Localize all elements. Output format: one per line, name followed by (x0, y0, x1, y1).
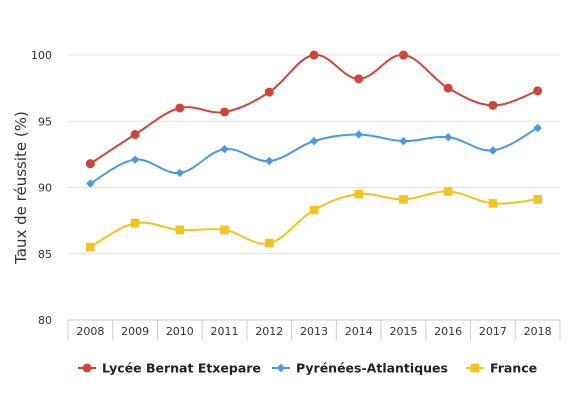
x-tick-label: 2016 (434, 325, 462, 338)
x-tick-label: 2012 (255, 325, 283, 338)
x-tick-label: 2013 (300, 325, 328, 338)
data-point (399, 195, 408, 204)
data-point (264, 87, 274, 97)
data-point (175, 168, 185, 178)
data-point (443, 83, 453, 93)
data-point (533, 195, 542, 204)
legend-item: France (466, 361, 537, 376)
x-tick-label: 2017 (479, 325, 507, 338)
legend-item: Lycée Bernat Etxepare (78, 361, 261, 376)
data-point (175, 225, 185, 235)
data-point (398, 50, 408, 60)
data-point (354, 189, 364, 199)
gridlines (68, 54, 560, 255)
data-point (533, 86, 543, 96)
x-tick-label: 2009 (121, 325, 149, 338)
data-point (488, 199, 498, 208)
y-tick-label: 95 (38, 115, 52, 128)
data-point (85, 159, 95, 169)
data-point (309, 136, 319, 146)
data-point (220, 107, 230, 117)
data-point (220, 144, 229, 154)
series-1 (86, 123, 542, 188)
legend-swatch-marker (470, 363, 480, 373)
data-point (443, 187, 453, 196)
data-point (488, 146, 498, 155)
x-tick-label: 2014 (345, 325, 373, 338)
data-point (264, 238, 274, 248)
x-tick-label: 2011 (211, 325, 239, 338)
series-line (89, 53, 538, 165)
data-point (220, 225, 229, 235)
series-0 (85, 50, 543, 169)
data-point (265, 156, 274, 166)
data-point (130, 218, 140, 228)
x-tick-label: 2010 (166, 325, 194, 338)
legend-label: France (490, 361, 537, 376)
data-point (533, 123, 542, 133)
data-point (399, 136, 408, 146)
data-point (354, 74, 364, 84)
data-point (86, 242, 95, 252)
y-tick-label: 80 (38, 314, 52, 327)
legend-item: Pyrénées-Atlantiques (272, 361, 448, 376)
series-line (89, 126, 539, 185)
data-point (309, 205, 319, 215)
legend-label: Pyrénées-Atlantiques (296, 361, 448, 376)
y-axis-title: Taux de réussite (%) (12, 111, 30, 265)
data-point (130, 155, 140, 164)
y-tick-label: 100 (31, 49, 52, 62)
data-point (130, 130, 140, 139)
legend: Lycée Bernat Etxepare Pyrénées-Atlantique… (78, 361, 537, 376)
legend-swatch-marker (82, 363, 92, 373)
series-group (85, 50, 543, 252)
x-tick-label: 2015 (389, 325, 417, 338)
y-tick-label: 85 (38, 248, 52, 261)
data-point (175, 103, 185, 113)
data-point (443, 132, 453, 142)
x-tick-label: 2008 (76, 325, 104, 338)
y-tick-label: 90 (38, 182, 52, 195)
x-tick-label: 2018 (524, 325, 552, 338)
axes: 80 85 90 95 100 2008 2009 2010 2011 2012 2013 2014 2… (31, 49, 561, 340)
legend-label: Lycée Bernat Etxepare (102, 361, 261, 376)
data-point (309, 50, 319, 60)
series-line (89, 190, 538, 249)
data-point (86, 179, 95, 188)
series-2 (86, 187, 542, 252)
data-point (488, 100, 498, 110)
data-point (354, 130, 363, 139)
legend-swatch-marker (276, 363, 286, 373)
